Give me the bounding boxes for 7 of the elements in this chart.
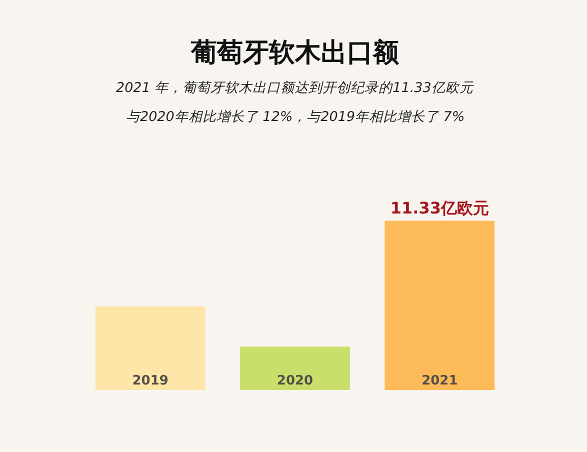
x-tick-label: 2021 [422,373,458,388]
x-tick-label: 2019 [132,373,168,388]
x-tick-label: 2020 [276,373,314,388]
data-label: 11.33亿欧元 [390,198,489,218]
chart-subtitle: 2021 年，葡萄牙软木出口额达到开创纪录的11.33亿欧元 [116,80,474,96]
chart-title: 葡萄牙软木出口额 [190,38,400,68]
text: 与2020年相比增长了 12%，与2019年相比增长了 7% [126,109,465,125]
